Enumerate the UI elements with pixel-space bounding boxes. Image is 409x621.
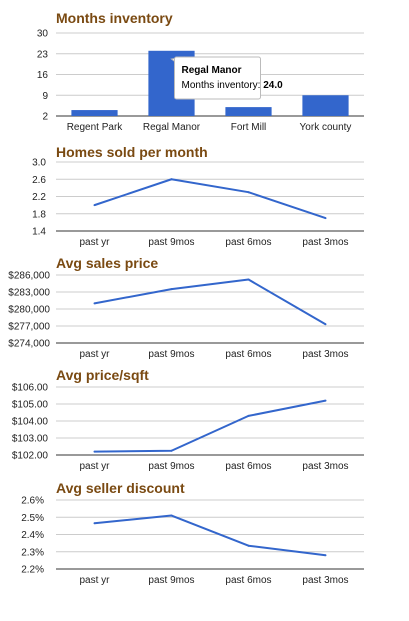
y-tick-label: $277,000 bbox=[8, 322, 50, 333]
x-category-label: past 9mos bbox=[148, 461, 194, 472]
tooltip-title: Regal Manor bbox=[182, 65, 242, 76]
data-point[interactable] bbox=[93, 204, 96, 207]
y-tick-label: $283,000 bbox=[8, 288, 50, 299]
x-category-label: Regent Park bbox=[67, 122, 124, 133]
x-category-label: past 9mos bbox=[148, 575, 194, 586]
y-tick-label: 3.0 bbox=[32, 158, 46, 169]
bar-regent-park[interactable] bbox=[71, 110, 118, 116]
x-category-label: past 6mos bbox=[225, 237, 271, 248]
y-tick-label: 30 bbox=[37, 29, 49, 40]
chart-5: Avg seller discount 2.2% 2.3% 2.4% 2.5% 2.6% p… bbox=[21, 480, 364, 586]
x-category-label: past 3mos bbox=[302, 349, 348, 360]
chart-title: Avg seller discount bbox=[56, 480, 185, 496]
data-point[interactable] bbox=[170, 514, 173, 517]
x-category-label: past 3mos bbox=[302, 575, 348, 586]
data-point[interactable] bbox=[170, 288, 173, 291]
data-point[interactable] bbox=[324, 323, 327, 326]
y-tick-label: 1.4 bbox=[32, 227, 46, 238]
x-category-label: past 6mos bbox=[225, 575, 271, 586]
y-tick-label: $274,000 bbox=[8, 339, 50, 350]
x-category-label: York county bbox=[300, 122, 352, 133]
chart-1: Months inventory 2 9 16 23 30 Regent Park Regal… bbox=[37, 10, 364, 133]
chart-title: Avg price/sqft bbox=[56, 367, 149, 383]
y-tick-label: 2 bbox=[42, 112, 48, 123]
data-point[interactable] bbox=[324, 554, 327, 557]
data-point[interactable] bbox=[247, 544, 250, 547]
bar-york-county[interactable] bbox=[302, 95, 349, 116]
series-line bbox=[94, 514, 326, 557]
y-tick-label: 2.6 bbox=[32, 175, 46, 186]
data-point[interactable] bbox=[93, 450, 96, 453]
x-category-label: past 3mos bbox=[302, 461, 348, 472]
chart-4: Avg price/sqft $102.00 $103.00 $104.00 $105.… bbox=[12, 367, 364, 472]
y-tick-label: $102.00 bbox=[12, 451, 49, 462]
x-category-label: past yr bbox=[79, 461, 110, 472]
data-point[interactable] bbox=[93, 302, 96, 305]
series-line bbox=[94, 399, 326, 453]
x-category-label: past 3mos bbox=[302, 237, 348, 248]
y-tick-label: 2.2% bbox=[21, 565, 44, 576]
y-tick-label: 2.3% bbox=[21, 547, 44, 558]
tooltip-value: 24.0 bbox=[263, 80, 283, 91]
chart-2: Homes sold per month 1.4 1.8 2.2 2.6 3.0 past … bbox=[32, 144, 364, 248]
chart-title: Avg sales price bbox=[56, 255, 158, 271]
tooltip-text: Months inventory: 24.0 bbox=[182, 80, 284, 91]
x-category-label: Regal Manor bbox=[143, 122, 201, 133]
y-tick-label: $286,000 bbox=[8, 271, 50, 282]
data-point[interactable] bbox=[324, 217, 327, 220]
x-category-label: past yr bbox=[79, 575, 110, 586]
chart-3: Avg sales price $274,000 $277,000 $280,000 $… bbox=[8, 255, 364, 360]
y-tick-label: 1.8 bbox=[32, 209, 46, 220]
y-tick-label: 2.5% bbox=[21, 513, 44, 524]
y-tick-label: 9 bbox=[42, 91, 48, 102]
tooltip-label: Months inventory: bbox=[182, 80, 264, 91]
tooltip: Regal Manor Months inventory: 24.0 bbox=[170, 56, 284, 100]
y-tick-label: $106.00 bbox=[12, 383, 49, 394]
x-category-label: past 9mos bbox=[148, 237, 194, 248]
data-point[interactable] bbox=[93, 522, 96, 525]
series-line bbox=[94, 178, 326, 220]
x-category-label: past yr bbox=[79, 349, 110, 360]
data-point[interactable] bbox=[324, 399, 327, 402]
data-point[interactable] bbox=[247, 414, 250, 417]
y-tick-label: 2.2 bbox=[32, 192, 46, 203]
x-category-label: Fort Mill bbox=[231, 122, 267, 133]
data-point[interactable] bbox=[170, 449, 173, 452]
tooltip-box bbox=[174, 56, 261, 100]
y-tick-label: $105.00 bbox=[12, 400, 49, 411]
data-point[interactable] bbox=[247, 191, 250, 194]
data-point[interactable] bbox=[170, 178, 173, 181]
data-point[interactable] bbox=[247, 278, 250, 281]
y-tick-label: 2.6% bbox=[21, 496, 44, 507]
x-category-label: past 6mos bbox=[225, 349, 271, 360]
y-tick-label: 23 bbox=[37, 49, 49, 60]
series-line bbox=[94, 278, 327, 326]
y-tick-label: 2.4% bbox=[21, 530, 44, 541]
x-category-label: past yr bbox=[79, 237, 110, 248]
y-tick-label: 16 bbox=[37, 70, 49, 81]
chart-title: Homes sold per month bbox=[56, 144, 208, 160]
y-tick-label: $104.00 bbox=[12, 417, 49, 428]
x-category-label: past 6mos bbox=[225, 461, 271, 472]
y-tick-label: $103.00 bbox=[12, 434, 49, 445]
y-tick-label: $280,000 bbox=[8, 305, 50, 316]
bar-fort-mill[interactable] bbox=[225, 107, 272, 116]
chart-title: Months inventory bbox=[56, 10, 173, 26]
x-category-label: past 9mos bbox=[148, 349, 194, 360]
